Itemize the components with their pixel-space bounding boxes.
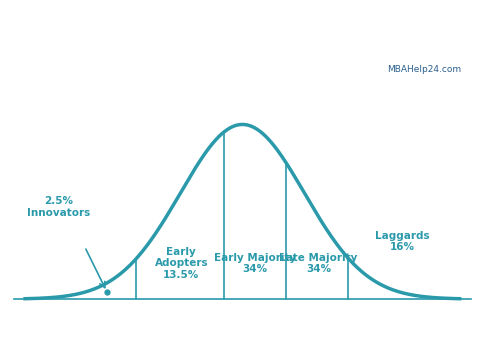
- Text: Early
Adopters
13.5%: Early Adopters 13.5%: [155, 247, 208, 280]
- Text: Early Majority
34%: Early Majority 34%: [214, 253, 297, 274]
- Text: 2.5%
Innovators: 2.5% Innovators: [27, 196, 90, 218]
- Text: PRODUCT DIFFUSION CURVE: PRODUCT DIFFUSION CURVE: [133, 34, 347, 47]
- Text: The Diffusion Of Innovation Model: The Diffusion Of Innovation Model: [84, 6, 396, 23]
- Text: MBAHelp24.com: MBAHelp24.com: [387, 65, 461, 74]
- Text: Laggards
16%: Laggards 16%: [375, 230, 430, 252]
- Text: Late Majority
34%: Late Majority 34%: [279, 253, 358, 274]
